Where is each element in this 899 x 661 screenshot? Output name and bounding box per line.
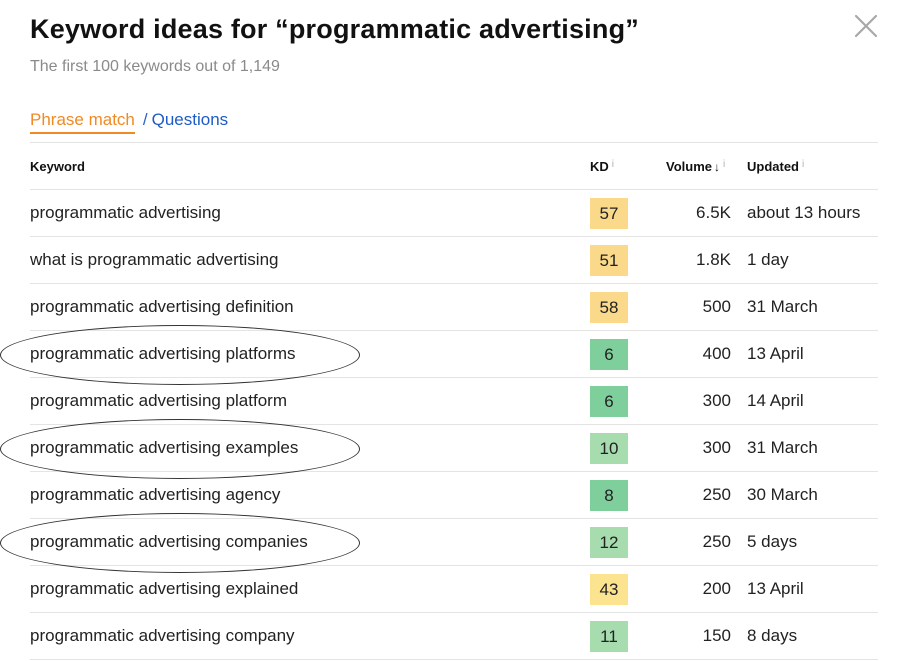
kd-cell: 8 bbox=[590, 471, 650, 519]
updated-cell: 5 days bbox=[747, 518, 878, 566]
keyword-text[interactable]: programmatic advertising bbox=[30, 203, 221, 222]
keyword-cell[interactable]: programmatic advertising explained bbox=[30, 565, 590, 613]
volume-cell: 1.8K bbox=[650, 236, 747, 284]
keywords-table: Keyword KD i Volume ↓ i Updated i programmat… bbox=[30, 143, 878, 660]
keyword-text[interactable]: programmatic advertising examples bbox=[30, 438, 299, 457]
keyword-text[interactable]: programmatic advertising company bbox=[30, 626, 295, 645]
kd-badge: 10 bbox=[590, 432, 628, 464]
kd-badge: 58 bbox=[590, 291, 628, 323]
kd-cell: 6 bbox=[590, 377, 650, 425]
column-header-updated[interactable]: Updated i bbox=[747, 143, 878, 190]
table-row[interactable]: programmatic advertising company 11 150 8 d… bbox=[30, 612, 878, 660]
volume-cell: 250 bbox=[650, 471, 747, 519]
table-row[interactable]: programmatic advertising platform 6 300 14 … bbox=[30, 377, 878, 425]
keyword-text[interactable]: programmatic advertising explained bbox=[30, 579, 299, 598]
table-row[interactable]: programmatic advertising platforms 6 400 13… bbox=[30, 330, 878, 378]
updated-cell: 31 March bbox=[747, 283, 878, 331]
kd-badge: 8 bbox=[590, 479, 628, 511]
volume-cell: 200 bbox=[650, 565, 747, 613]
info-icon[interactable]: i bbox=[723, 158, 726, 170]
keyword-text[interactable]: programmatic advertising platform bbox=[30, 391, 287, 410]
info-icon[interactable]: i bbox=[611, 158, 615, 170]
kd-cell: 57 bbox=[590, 189, 650, 237]
info-icon[interactable]: i bbox=[802, 158, 805, 170]
kd-cell: 51 bbox=[590, 236, 650, 284]
keyword-cell[interactable]: what is programmatic advertising bbox=[30, 236, 590, 284]
keyword-cell[interactable]: programmatic advertising bbox=[30, 189, 590, 237]
column-header-keyword[interactable]: Keyword bbox=[30, 143, 590, 190]
updated-cell: 13 April bbox=[747, 565, 878, 613]
keyword-cell[interactable]: programmatic advertising definition bbox=[30, 283, 590, 331]
table-row[interactable]: programmatic advertising 57 6.5K about 13 h… bbox=[30, 189, 878, 237]
kd-badge: 51 bbox=[590, 244, 628, 276]
updated-cell: about 13 hours bbox=[747, 189, 878, 237]
updated-cell: 14 April bbox=[747, 377, 878, 425]
kd-cell: 6 bbox=[590, 330, 650, 378]
match-type-tabs: Phrase match / Questions bbox=[30, 110, 229, 134]
updated-cell: 13 April bbox=[747, 330, 878, 378]
column-header-volume[interactable]: Volume ↓ i bbox=[650, 143, 747, 190]
updated-cell: 8 days bbox=[747, 612, 878, 660]
keyword-cell[interactable]: programmatic advertising companies bbox=[30, 518, 590, 566]
table-row[interactable]: programmatic advertising definition 58 500… bbox=[30, 283, 878, 331]
keyword-text[interactable]: programmatic advertising companies bbox=[30, 532, 308, 551]
kd-cell: 43 bbox=[590, 565, 650, 613]
volume-cell: 300 bbox=[650, 424, 747, 472]
divider bbox=[30, 142, 878, 143]
keyword-text[interactable]: what is programmatic advertising bbox=[30, 250, 279, 269]
kd-badge: 43 bbox=[590, 573, 628, 605]
kd-cell: 58 bbox=[590, 283, 650, 331]
updated-cell: 30 March bbox=[747, 471, 878, 519]
kd-cell: 12 bbox=[590, 518, 650, 566]
kd-badge: 6 bbox=[590, 385, 628, 417]
kd-cell: 11 bbox=[590, 612, 650, 660]
tab-separator: / bbox=[142, 110, 148, 129]
volume-cell: 250 bbox=[650, 518, 747, 566]
kd-badge: 12 bbox=[590, 526, 628, 558]
close-icon[interactable] bbox=[852, 12, 880, 40]
sort-arrow-icon: ↓ bbox=[714, 159, 720, 174]
kd-badge: 57 bbox=[590, 197, 628, 229]
volume-cell: 6.5K bbox=[650, 189, 747, 237]
table-row[interactable]: what is programmatic advertising 51 1.8K 1 … bbox=[30, 236, 878, 284]
keyword-cell[interactable]: programmatic advertising company bbox=[30, 612, 590, 660]
volume-cell: 300 bbox=[650, 377, 747, 425]
table-row[interactable]: programmatic advertising agency 8 250 30 Ma… bbox=[30, 471, 878, 519]
keyword-cell[interactable]: programmatic advertising platform bbox=[30, 377, 590, 425]
keyword-text[interactable]: programmatic advertising definition bbox=[30, 297, 294, 316]
table-row[interactable]: programmatic advertising examples 10 300 31… bbox=[30, 424, 878, 472]
dialog-title: Keyword ideas for “programmatic advertis… bbox=[30, 14, 639, 44]
table-row[interactable]: programmatic advertising companies 12 250 5… bbox=[30, 518, 878, 566]
keyword-text[interactable]: programmatic advertising platforms bbox=[30, 344, 296, 363]
updated-cell: 31 March bbox=[747, 424, 878, 472]
kd-cell: 10 bbox=[590, 424, 650, 472]
column-header-kd[interactable]: KD i bbox=[590, 143, 650, 190]
keyword-cell[interactable]: programmatic advertising platforms bbox=[30, 330, 590, 378]
tab-questions[interactable]: Questions bbox=[151, 110, 229, 129]
volume-cell: 150 bbox=[650, 612, 747, 660]
table-row[interactable]: programmatic advertising explained 43 200 1… bbox=[30, 565, 878, 613]
results-count-subtitle: The first 100 keywords out of 1,149 bbox=[30, 58, 280, 75]
tab-phrase-match[interactable]: Phrase match bbox=[30, 110, 135, 134]
keyword-text[interactable]: programmatic advertising agency bbox=[30, 485, 281, 504]
updated-cell: 1 day bbox=[747, 236, 878, 284]
keyword-cell[interactable]: programmatic advertising agency bbox=[30, 471, 590, 519]
volume-cell: 400 bbox=[650, 330, 747, 378]
table-header-row: Keyword KD i Volume ↓ i Updated i bbox=[30, 143, 878, 190]
kd-badge: 6 bbox=[590, 338, 628, 370]
keyword-cell[interactable]: programmatic advertising examples bbox=[30, 424, 590, 472]
volume-cell: 500 bbox=[650, 283, 747, 331]
kd-badge: 11 bbox=[590, 620, 628, 652]
